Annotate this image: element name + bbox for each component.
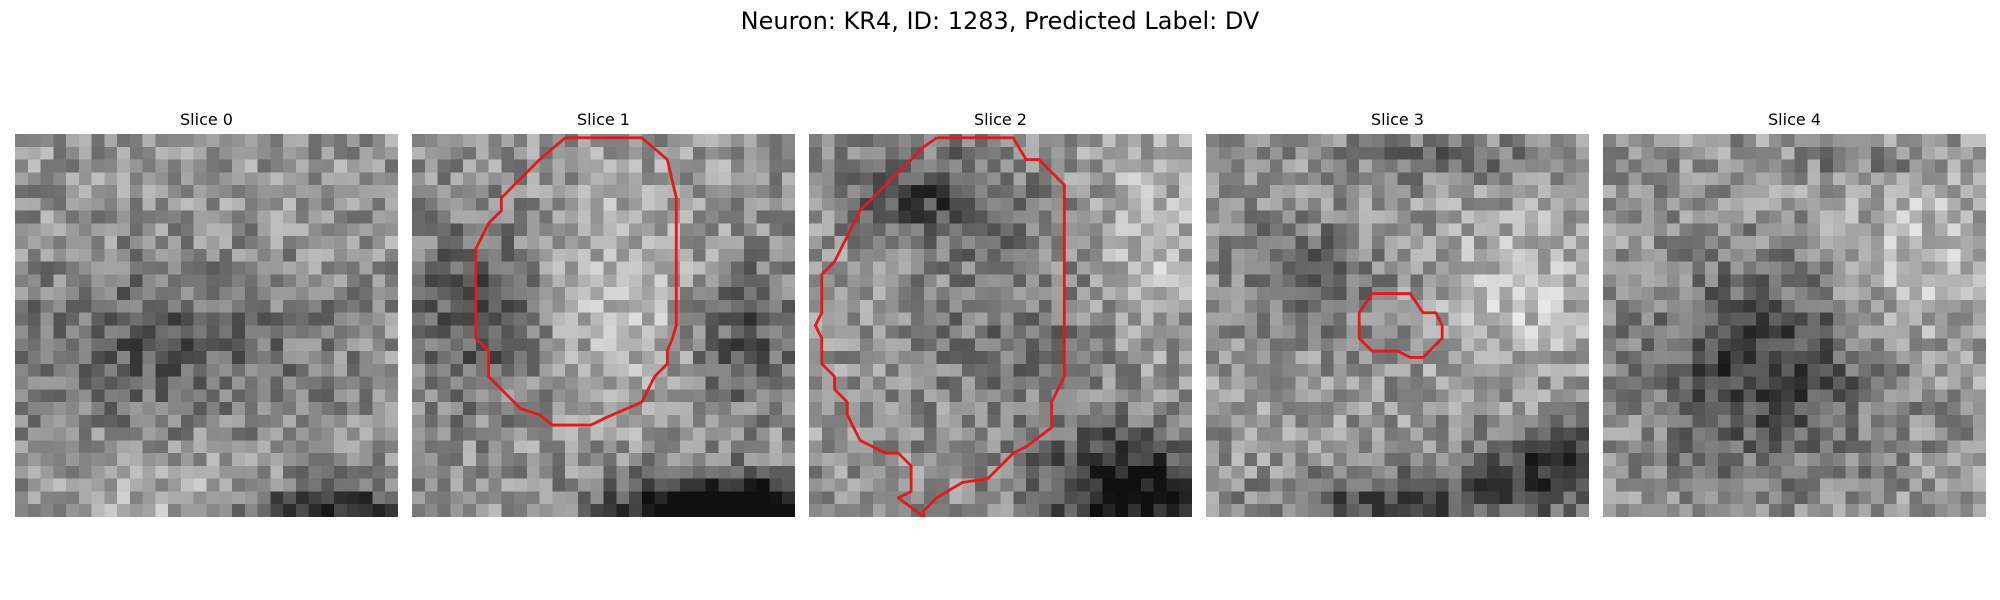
slice-title-0: Slice 0	[180, 110, 233, 129]
slice-image-4	[1603, 134, 1986, 517]
slice-image-1	[412, 134, 795, 517]
segmentation-contour	[1357, 292, 1444, 359]
figure-title: Neuron: KR4, ID: 1283, Predicted Label: …	[740, 7, 1260, 35]
slice-title-2: Slice 2	[974, 110, 1027, 129]
slice-panel-1: Slice 1	[412, 110, 795, 517]
slice-panel-4: Slice 4	[1603, 110, 1986, 517]
slice-image-3	[1206, 134, 1589, 517]
segmentation-contour	[474, 136, 678, 427]
slice-image-0	[15, 134, 398, 517]
segmentation-contour	[922, 136, 1066, 517]
slice-title-4: Slice 4	[1768, 110, 1821, 129]
slice-panel-2: Slice 2	[809, 110, 1192, 517]
slice-title-1: Slice 1	[577, 110, 630, 129]
slice-title-3: Slice 3	[1371, 110, 1424, 129]
segmentation-contour	[813, 136, 938, 517]
slice-image-2	[809, 134, 1192, 517]
slice-panel-0: Slice 0	[15, 110, 398, 517]
slice-panel-3: Slice 3	[1206, 110, 1589, 517]
